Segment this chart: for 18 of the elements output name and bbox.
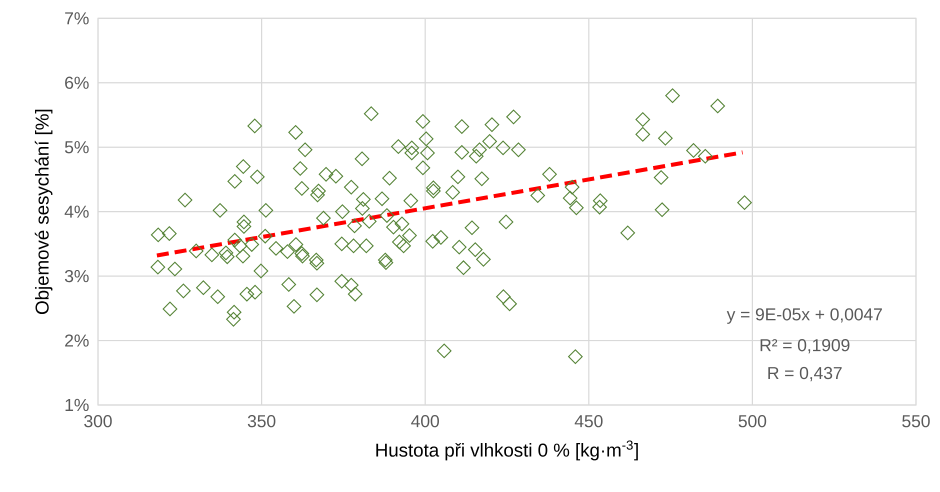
annotation: R = 0,437	[768, 366, 842, 382]
x-tick-label: 450	[574, 415, 603, 428]
y-tick-label: 1%	[66, 398, 89, 412]
x-tick-label: 500	[738, 415, 766, 428]
y-tick-label: 6%	[65, 76, 89, 89]
x-axis-title: Hustota při vlhkosti 0 % [kg·m$^{-3}$]	[376, 440, 638, 460]
annotation: R² = 0,1909	[760, 339, 850, 354]
x-tick-label: 400	[411, 415, 439, 428]
x-tick-label: 350	[248, 415, 276, 428]
y-tick-label: 3%	[64, 270, 89, 282]
y-tick-label: 2%	[65, 334, 89, 347]
annotation: y = 9E-05x + 0,0047	[726, 308, 882, 324]
x-tick-label: 300	[84, 415, 112, 428]
x-tick-label: 550	[902, 415, 930, 428]
y-tick-label: 7%	[65, 12, 89, 24]
y-axis-title: Objemové sesychání [%]	[34, 110, 52, 314]
y-tick-label: 5%	[64, 141, 89, 154]
y-tick-label: 4%	[64, 206, 89, 218]
